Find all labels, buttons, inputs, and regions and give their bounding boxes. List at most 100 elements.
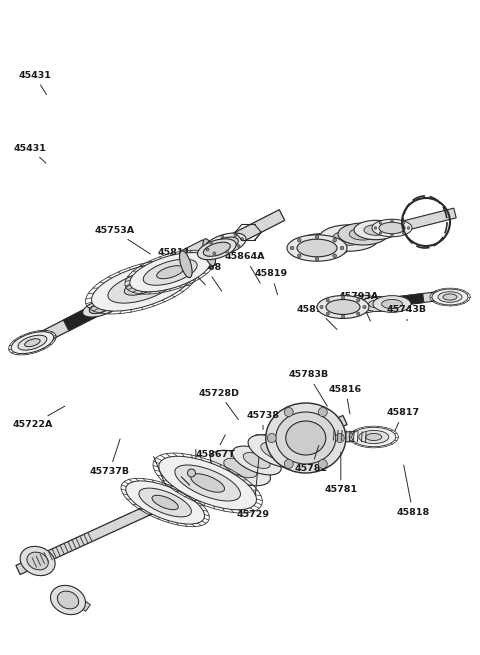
Circle shape [298, 238, 301, 242]
Ellipse shape [369, 300, 387, 308]
Polygon shape [19, 210, 285, 353]
Ellipse shape [89, 303, 110, 314]
Ellipse shape [152, 495, 178, 510]
Ellipse shape [211, 237, 238, 252]
Ellipse shape [224, 458, 257, 477]
Circle shape [335, 434, 344, 443]
Circle shape [341, 296, 345, 299]
Ellipse shape [372, 219, 412, 237]
Ellipse shape [124, 278, 159, 295]
Ellipse shape [27, 552, 48, 570]
Circle shape [226, 250, 228, 253]
Polygon shape [307, 208, 456, 255]
Text: 45819: 45819 [254, 269, 288, 295]
Ellipse shape [352, 299, 374, 309]
Ellipse shape [191, 474, 225, 493]
Text: 45431: 45431 [13, 143, 46, 163]
Circle shape [363, 305, 366, 309]
Circle shape [284, 407, 293, 417]
Ellipse shape [143, 259, 197, 285]
Circle shape [315, 257, 319, 261]
Ellipse shape [366, 434, 382, 441]
Polygon shape [397, 293, 424, 306]
Circle shape [407, 227, 410, 229]
Ellipse shape [157, 266, 184, 279]
Text: 45793A: 45793A [339, 291, 379, 321]
Polygon shape [60, 587, 90, 611]
Ellipse shape [50, 586, 85, 614]
Ellipse shape [373, 295, 411, 312]
Ellipse shape [130, 253, 211, 291]
Text: 45868: 45868 [189, 263, 222, 291]
Circle shape [234, 234, 237, 236]
Ellipse shape [352, 427, 396, 447]
Circle shape [213, 252, 216, 255]
Polygon shape [180, 240, 216, 276]
Text: 43893: 43893 [180, 449, 212, 491]
Text: 45782: 45782 [294, 445, 328, 474]
Ellipse shape [159, 457, 256, 510]
Ellipse shape [11, 331, 54, 354]
Ellipse shape [319, 225, 379, 252]
Circle shape [333, 254, 336, 257]
Text: 45728D: 45728D [198, 388, 240, 420]
Polygon shape [255, 431, 371, 445]
Ellipse shape [175, 465, 240, 501]
Text: 45890B: 45890B [297, 305, 337, 329]
Ellipse shape [317, 295, 369, 318]
Text: 45816: 45816 [329, 384, 362, 414]
Ellipse shape [24, 339, 40, 346]
Circle shape [320, 305, 323, 309]
Text: 45729: 45729 [237, 457, 270, 519]
Circle shape [341, 315, 345, 318]
Ellipse shape [210, 450, 271, 486]
Polygon shape [63, 305, 97, 331]
Ellipse shape [197, 239, 236, 259]
Ellipse shape [232, 446, 281, 475]
Text: 45743B: 45743B [387, 305, 427, 321]
Ellipse shape [312, 232, 358, 252]
Ellipse shape [349, 228, 377, 240]
Circle shape [290, 246, 294, 250]
Ellipse shape [203, 239, 216, 266]
Ellipse shape [276, 412, 336, 464]
Ellipse shape [139, 488, 192, 517]
Text: 45864A: 45864A [225, 252, 265, 283]
Circle shape [391, 219, 393, 222]
Ellipse shape [359, 430, 389, 443]
Ellipse shape [343, 295, 383, 313]
Circle shape [210, 241, 213, 244]
Polygon shape [327, 290, 456, 314]
Circle shape [318, 459, 327, 468]
Circle shape [402, 221, 405, 224]
Ellipse shape [180, 251, 192, 278]
Ellipse shape [379, 222, 405, 234]
Ellipse shape [364, 225, 388, 235]
Circle shape [206, 248, 209, 251]
Ellipse shape [432, 289, 468, 305]
Ellipse shape [287, 234, 347, 261]
Ellipse shape [294, 234, 350, 258]
Ellipse shape [438, 291, 462, 302]
Ellipse shape [297, 239, 337, 257]
Ellipse shape [18, 335, 47, 350]
Ellipse shape [361, 297, 395, 312]
Circle shape [240, 238, 243, 240]
Ellipse shape [83, 299, 117, 317]
Text: 45818: 45818 [396, 465, 430, 517]
Ellipse shape [307, 239, 337, 253]
Text: 45738: 45738 [247, 411, 279, 430]
Ellipse shape [108, 271, 175, 303]
Circle shape [326, 312, 329, 315]
Ellipse shape [57, 591, 79, 609]
Circle shape [333, 238, 336, 242]
Circle shape [318, 407, 327, 417]
Circle shape [340, 246, 344, 250]
Polygon shape [16, 415, 347, 574]
Text: 45817: 45817 [386, 408, 420, 431]
Ellipse shape [354, 220, 398, 240]
Circle shape [402, 232, 405, 234]
Ellipse shape [261, 442, 292, 460]
Text: 45867T: 45867T [195, 435, 235, 459]
Text: 45737B: 45737B [89, 439, 130, 476]
